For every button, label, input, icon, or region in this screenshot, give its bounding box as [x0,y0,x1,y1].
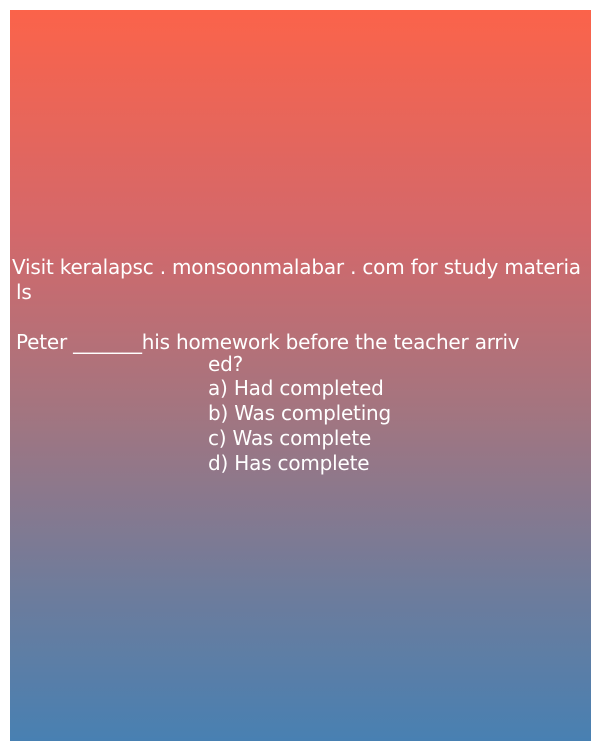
question-text-line-2: ed? [208,352,244,376]
option-d: d) Has complete [208,451,370,475]
option-b: b) Was completing [208,401,392,425]
option-c: c) Was complete [208,426,372,450]
option-a: a) Had completed [208,376,384,400]
promo-text-line-1: Visit keralapsc . monsoonmalabar . com f… [12,255,581,279]
promo-text-line-2: ls [16,280,32,304]
question-text-line-1: Peter _______his homework before the tea… [16,330,520,354]
question-card: Visit keralapsc . monsoonmalabar . com f… [10,10,591,741]
